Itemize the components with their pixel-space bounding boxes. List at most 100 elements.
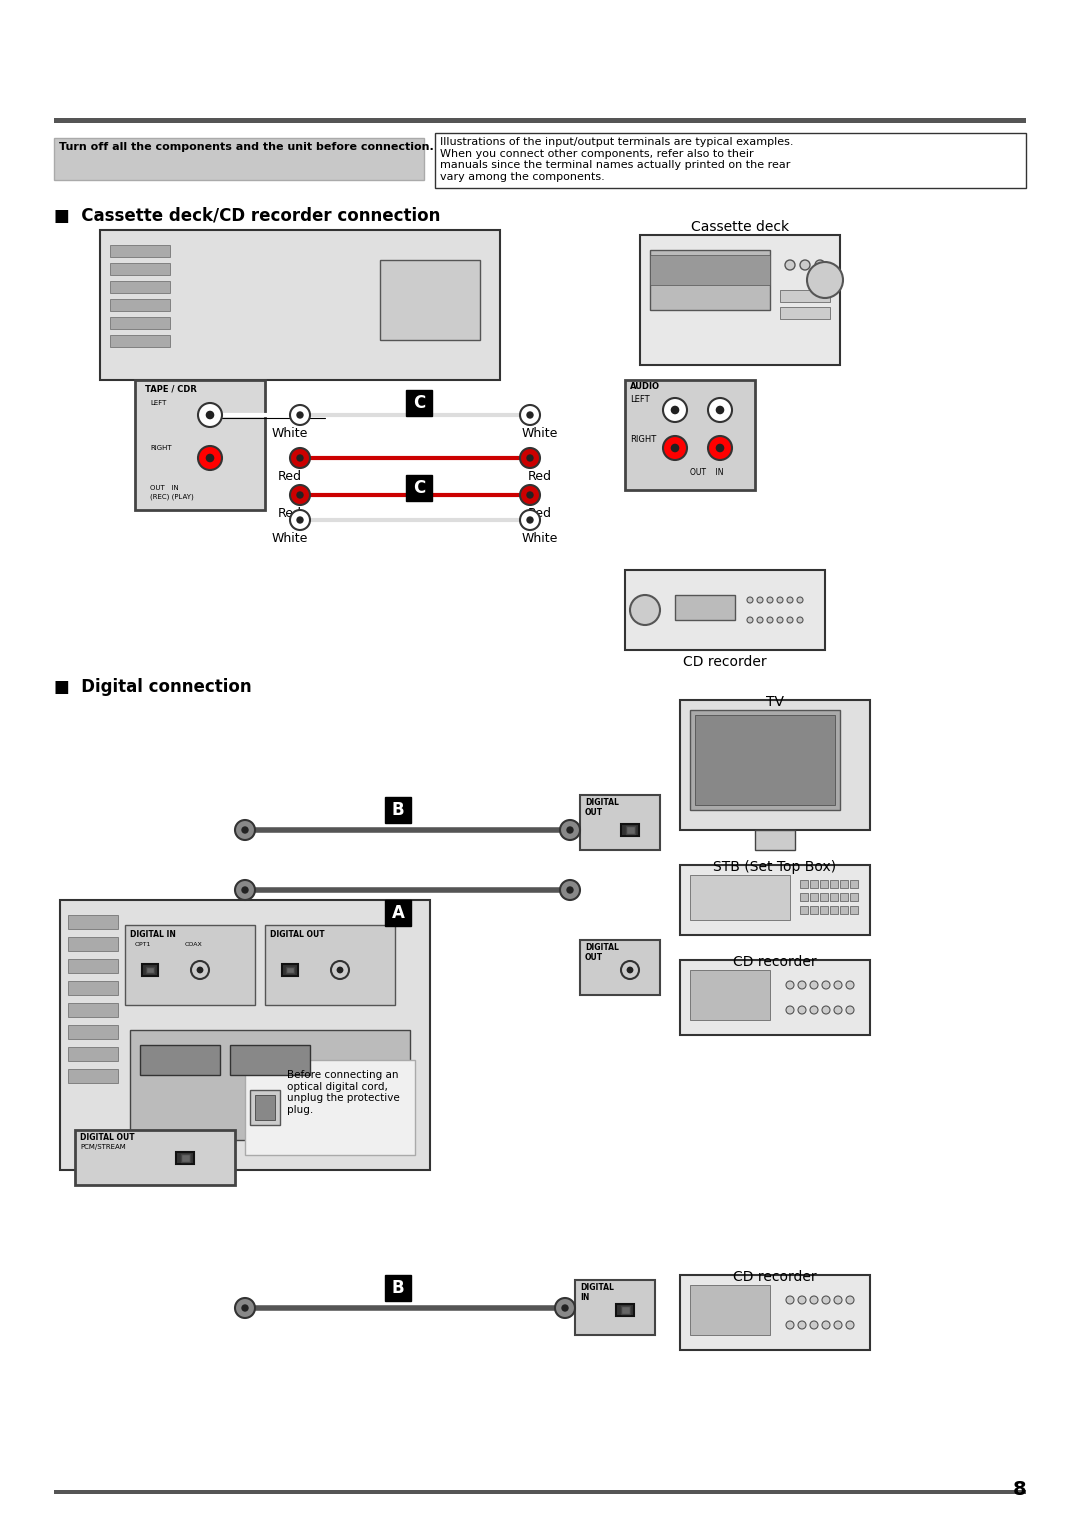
Bar	[780, 307, 831, 320]
Bar	[680, 960, 870, 1035]
Circle shape	[846, 1297, 854, 1304]
Circle shape	[846, 1006, 854, 1014]
Bar	[110, 335, 170, 347]
Text: OUT   IN: OUT IN	[150, 485, 179, 491]
Circle shape	[198, 968, 203, 972]
Bar	[380, 260, 480, 339]
Circle shape	[787, 596, 793, 602]
Text: CD recorder: CD recorder	[733, 956, 816, 969]
Circle shape	[810, 982, 818, 989]
Circle shape	[242, 887, 248, 893]
Circle shape	[562, 1304, 568, 1310]
Circle shape	[810, 1321, 818, 1329]
Bar	[800, 907, 808, 914]
Bar	[68, 1024, 118, 1040]
Bar	[384, 901, 411, 927]
Circle shape	[206, 411, 214, 419]
Text: Before connecting an
optical digital cord,
unplug the protective
plug.: Before connecting an optical digital cor…	[287, 1070, 400, 1115]
Circle shape	[672, 445, 678, 451]
Bar	[141, 965, 158, 976]
Bar	[60, 901, 430, 1170]
Text: Red: Red	[528, 508, 552, 520]
Circle shape	[330, 962, 349, 979]
Circle shape	[777, 596, 783, 602]
Circle shape	[798, 1321, 806, 1329]
Circle shape	[786, 1321, 794, 1329]
Text: B: B	[392, 1278, 404, 1297]
Bar	[580, 795, 660, 850]
Bar	[54, 118, 1026, 122]
Circle shape	[834, 1321, 842, 1329]
Bar	[68, 1047, 118, 1061]
Bar	[810, 893, 818, 901]
Bar	[831, 881, 838, 888]
Text: AUDIO: AUDIO	[630, 382, 660, 391]
Bar	[68, 1003, 118, 1017]
Bar	[110, 300, 170, 310]
Circle shape	[555, 1298, 575, 1318]
Circle shape	[567, 887, 573, 893]
Circle shape	[297, 456, 303, 462]
Bar	[850, 907, 858, 914]
Circle shape	[527, 456, 534, 462]
Bar	[840, 893, 848, 901]
Text: Red: Red	[528, 469, 552, 483]
Circle shape	[800, 260, 810, 271]
Circle shape	[716, 407, 724, 414]
Bar	[840, 881, 848, 888]
Text: OUT    IN: OUT IN	[690, 468, 724, 477]
Circle shape	[797, 618, 804, 622]
Text: DIGITAL: DIGITAL	[580, 1283, 613, 1292]
Circle shape	[747, 618, 753, 622]
Bar	[249, 1090, 280, 1125]
Bar	[580, 940, 660, 995]
Circle shape	[822, 1297, 831, 1304]
Bar	[180, 1154, 189, 1162]
Bar	[800, 893, 808, 901]
Circle shape	[291, 405, 310, 425]
Bar	[68, 914, 118, 930]
Circle shape	[206, 454, 214, 462]
Text: White: White	[272, 532, 308, 544]
Circle shape	[191, 962, 210, 979]
Bar	[68, 982, 118, 995]
Circle shape	[567, 827, 573, 833]
Bar	[255, 1095, 275, 1121]
Text: ■  Cassette deck/CD recorder connection: ■ Cassette deck/CD recorder connection	[54, 206, 441, 225]
Circle shape	[815, 260, 825, 271]
Circle shape	[527, 411, 534, 417]
Bar	[54, 1489, 1026, 1494]
Bar	[680, 1275, 870, 1350]
Circle shape	[798, 1006, 806, 1014]
Text: DIGITAL OUT: DIGITAL OUT	[270, 930, 325, 939]
Bar	[690, 1284, 770, 1335]
Bar	[690, 875, 789, 920]
Bar	[110, 281, 170, 294]
Text: 8: 8	[1013, 1480, 1027, 1498]
Text: ■  Digital connection: ■ Digital connection	[54, 677, 252, 696]
Text: LEFT: LEFT	[150, 401, 166, 407]
Circle shape	[846, 982, 854, 989]
Circle shape	[822, 1006, 831, 1014]
Text: IN: IN	[580, 1294, 590, 1303]
Bar	[850, 881, 858, 888]
Text: RIGHT: RIGHT	[150, 445, 172, 451]
Bar	[110, 317, 170, 329]
Text: A: A	[392, 904, 404, 922]
Bar	[650, 255, 770, 284]
Bar	[820, 907, 828, 914]
Bar	[650, 251, 770, 310]
Circle shape	[663, 398, 687, 422]
Bar	[68, 937, 118, 951]
Circle shape	[561, 881, 580, 901]
Circle shape	[235, 820, 255, 839]
Circle shape	[198, 404, 222, 427]
Circle shape	[786, 1297, 794, 1304]
Circle shape	[291, 511, 310, 531]
Bar	[265, 925, 395, 1005]
Bar	[831, 907, 838, 914]
Bar	[125, 925, 255, 1005]
Circle shape	[757, 618, 762, 622]
Bar	[840, 907, 848, 914]
Text: Illustrations of the input/output terminals are typical examples.
When you conne: Illustrations of the input/output termin…	[440, 138, 794, 182]
